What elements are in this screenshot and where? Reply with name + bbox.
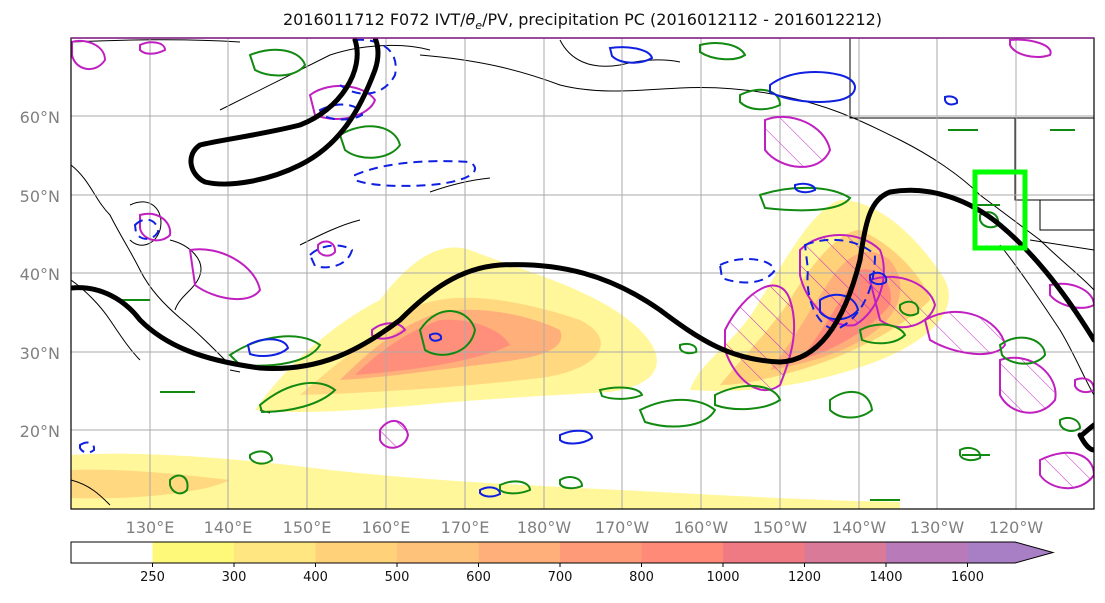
colorbar-label: 600 [466, 570, 491, 585]
colorbar-label: 800 [629, 570, 654, 585]
colorbar-segment [886, 542, 968, 563]
lon-label: 120°W [989, 518, 1044, 537]
lat-label: 60°N [20, 108, 60, 127]
lon-label: 130°W [910, 518, 965, 537]
colorbar-segment [478, 542, 561, 563]
latitude-labels: 60°N 50°N 40°N 30°N 20°N [20, 108, 60, 441]
map-title: 2016011712 F072 IVT/θe/PV, precipitation… [282, 10, 883, 33]
lon-label: 160°E [362, 518, 411, 537]
lat-label: 30°N [20, 344, 60, 363]
longitude-labels: 130°E 140°E 150°E 160°E 170°E 180°W 170°… [126, 518, 1044, 537]
colorbar-segment [71, 542, 153, 563]
lat-label: 50°N [20, 187, 60, 206]
colorbar-label: 1000 [706, 570, 739, 585]
colorbar-label: 250 [140, 570, 165, 585]
lat-label: 40°N [20, 265, 60, 284]
green-contours [120, 42, 1082, 501]
colorbar-segment [397, 542, 479, 563]
lon-label: 150°W [753, 518, 808, 537]
lon-label: 130°E [126, 518, 175, 537]
colorbar-label: 1400 [869, 570, 902, 585]
colorbar-segment [641, 542, 724, 563]
lat-label: 20°N [20, 422, 60, 441]
map-plot-area [71, 38, 1094, 509]
colorbar-segment [804, 542, 887, 563]
colorbar: 250 300 400 500 600 700 800 1000 1200 1400 1600 [70, 541, 1055, 585]
colorbar-label: 300 [222, 570, 247, 585]
lon-label: 140°W [832, 518, 887, 537]
blue-contours [79, 38, 959, 498]
colorbar-segment [967, 542, 1053, 563]
colorbar-label: 1600 [951, 570, 984, 585]
target-region-box [972, 169, 1028, 251]
colorbar-label: 1200 [788, 570, 821, 585]
coastlines [71, 38, 1094, 506]
colorbar-segment [152, 542, 235, 563]
lon-label: 140°E [204, 518, 253, 537]
colorbar-segment [234, 542, 316, 563]
colorbar-label: 400 [303, 570, 328, 585]
lon-label: 170°E [441, 518, 490, 537]
colorbar-segment [723, 542, 805, 563]
lon-label: 150°E [283, 518, 332, 537]
lon-label: 160°W [674, 518, 729, 537]
colorbar-segment [315, 542, 398, 563]
colorbar-outline [70, 541, 1055, 564]
colorbar-segment [560, 542, 642, 563]
colorbar-label: 500 [385, 570, 410, 585]
colorbar-label: 700 [548, 570, 573, 585]
lon-label: 170°W [595, 518, 650, 537]
lon-label: 180°W [517, 518, 572, 537]
